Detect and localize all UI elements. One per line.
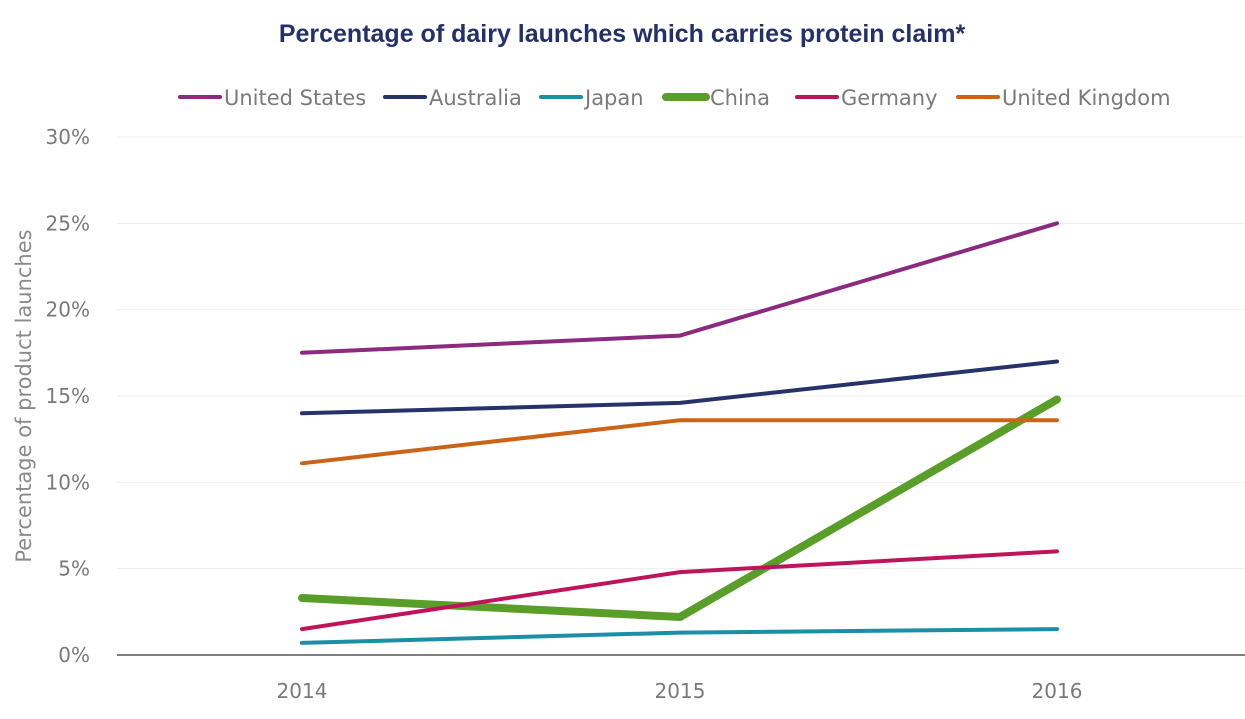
y-axis-label: Percentage of product launches bbox=[12, 229, 36, 562]
legend-item-china: China bbox=[662, 86, 770, 110]
legend-label: Australia bbox=[429, 86, 522, 110]
y-tick-label: 15% bbox=[46, 384, 90, 408]
legend-item-japan: Japan bbox=[539, 86, 644, 110]
legend-label: United Kingdom bbox=[1002, 86, 1171, 110]
legend-item-australia: Australia bbox=[383, 86, 522, 110]
series-line-united-states bbox=[300, 221, 1059, 355]
chart-title: Percentage of dairy launches which carri… bbox=[279, 20, 966, 48]
series-lines bbox=[298, 221, 1061, 645]
x-tick-label: 2015 bbox=[655, 679, 706, 703]
y-tick-label: 25% bbox=[46, 211, 90, 235]
series-line-china bbox=[298, 395, 1061, 621]
y-tick-label: 20% bbox=[46, 298, 90, 322]
legend-label: Japan bbox=[583, 86, 644, 110]
x-axis-ticks: 2014 2015 2016 bbox=[277, 679, 1083, 703]
series-line-germany bbox=[300, 549, 1059, 632]
y-axis-ticks: 0% 5% 10% 15% 20% 25% 30% bbox=[46, 125, 90, 667]
legend-item-united-kingdom: United Kingdom bbox=[956, 86, 1171, 110]
legend-item-united-states: United States bbox=[178, 86, 366, 110]
y-tick-label: 10% bbox=[46, 470, 90, 494]
y-tick-label: 5% bbox=[58, 557, 90, 581]
x-tick-label: 2016 bbox=[1032, 679, 1083, 703]
gridlines bbox=[117, 136, 1245, 570]
series-line-united-kingdom bbox=[300, 418, 1059, 466]
y-tick-label: 0% bbox=[58, 643, 90, 667]
legend-label: Germany bbox=[841, 86, 938, 110]
legend-label: United States bbox=[224, 86, 366, 110]
y-tick-label: 30% bbox=[46, 125, 90, 149]
legend-label: China bbox=[710, 86, 770, 110]
legend-item-germany: Germany bbox=[795, 86, 938, 110]
series-line-australia bbox=[300, 359, 1059, 416]
x-tick-label: 2014 bbox=[277, 679, 328, 703]
series-line-japan bbox=[300, 627, 1059, 645]
legend: United States Australia Japan China Germany U… bbox=[178, 86, 1171, 110]
